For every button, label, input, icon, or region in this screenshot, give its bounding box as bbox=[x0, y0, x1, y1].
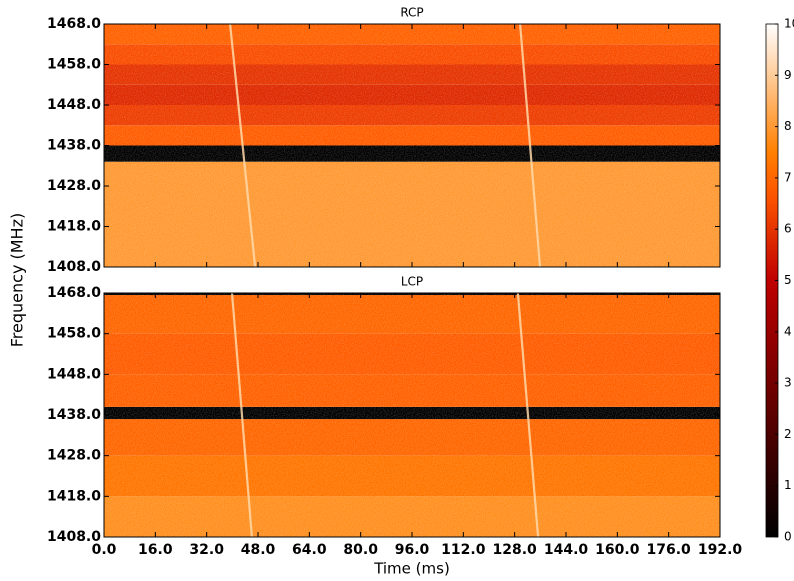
noise-texture bbox=[104, 24, 720, 267]
colorbar-tick-label: 1 bbox=[784, 478, 792, 492]
y-tick-label: 1458.0 bbox=[47, 326, 101, 342]
colorbar-tick-label: 9 bbox=[784, 68, 792, 82]
x-tick-label: 16.0 bbox=[138, 542, 173, 558]
y-axis-label: Frequency (MHz) bbox=[8, 213, 27, 347]
pulse-track bbox=[519, 24, 542, 267]
y-tick-label: 1448.0 bbox=[47, 366, 101, 382]
colorbar-tick-label: 8 bbox=[784, 119, 792, 133]
x-tick-label: 48.0 bbox=[241, 542, 276, 558]
pulse-track bbox=[516, 293, 540, 537]
x-tick-label: 128.0 bbox=[493, 542, 538, 558]
y-tick-label: 1458.0 bbox=[47, 57, 101, 73]
x-tick-label: 112.0 bbox=[441, 542, 486, 558]
y-tick-label: 1468.0 bbox=[47, 285, 101, 301]
colorbar-tick-label: 10 bbox=[784, 17, 794, 31]
y-tick-label: 1428.0 bbox=[47, 448, 101, 464]
y-tick-label: 1418.0 bbox=[47, 219, 101, 235]
x-tick-label: 160.0 bbox=[595, 542, 640, 558]
y-tick-label: 1468.0 bbox=[47, 16, 101, 32]
heatmap bbox=[104, 293, 720, 537]
colorbar-tick-label: 7 bbox=[784, 170, 792, 184]
x-tick-label: 96.0 bbox=[395, 542, 430, 558]
y-tick-label: 1408.0 bbox=[47, 529, 101, 545]
colorbar-tick-label: 6 bbox=[784, 222, 792, 236]
x-tick-label: 176.0 bbox=[647, 542, 692, 558]
pulse-track bbox=[230, 293, 254, 537]
x-tick-label: 80.0 bbox=[343, 542, 378, 558]
y-tick-label: 1438.0 bbox=[47, 407, 101, 423]
y-tick-label: 1418.0 bbox=[47, 488, 101, 504]
x-tick-label: 144.0 bbox=[544, 542, 589, 558]
colorbar-tick-label: 5 bbox=[784, 273, 792, 287]
x-tick-label: 64.0 bbox=[292, 542, 327, 558]
y-tick-label: 1408.0 bbox=[47, 259, 101, 275]
panel-title: LCP bbox=[401, 275, 423, 289]
y-tick-label: 1428.0 bbox=[47, 178, 101, 194]
colorbar-tick-label: 4 bbox=[784, 324, 792, 338]
x-axis-label: Time (ms) bbox=[373, 560, 450, 578]
x-tick-label: 32.0 bbox=[189, 542, 224, 558]
colorbar-tick-label: 2 bbox=[784, 427, 792, 441]
x-tick-label: 192.0 bbox=[698, 542, 743, 558]
x-tick-label: 0.0 bbox=[92, 542, 117, 558]
y-tick-label: 1448.0 bbox=[47, 97, 101, 113]
noise-texture bbox=[104, 293, 720, 537]
y-tick-label: 1438.0 bbox=[47, 138, 101, 154]
colorbar-tick-label: 3 bbox=[784, 376, 792, 390]
panel-title: RCP bbox=[400, 6, 423, 20]
pulse-track bbox=[228, 24, 257, 267]
heatmap bbox=[104, 24, 720, 267]
colorbar-tick-label: 0 bbox=[784, 530, 792, 544]
